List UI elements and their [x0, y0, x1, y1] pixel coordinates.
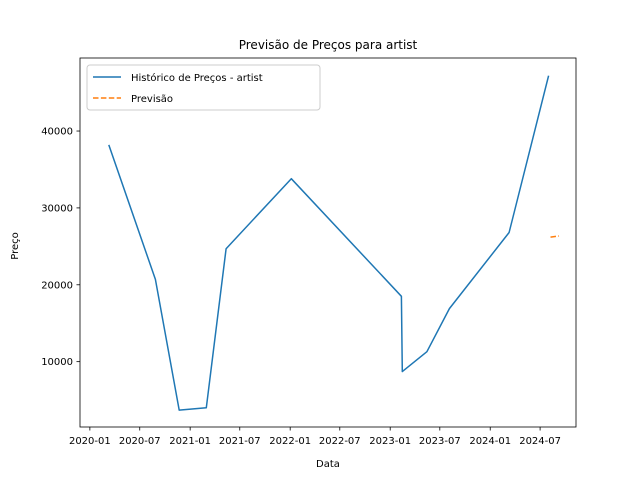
x-tick-label: 2020-01 [69, 436, 111, 447]
y-tick-label: 40000 [41, 127, 73, 138]
legend-label-history: Histórico de Preços - artist [131, 72, 263, 84]
series-line-1 [550, 235, 560, 238]
y-tick-label: 20000 [41, 280, 73, 291]
legend: Histórico de Preços - artist Previsão [86, 64, 321, 111]
x-tick-label: 2023-01 [369, 436, 411, 447]
x-tick-label: 2023-07 [419, 436, 461, 447]
x-tick-label: 2022-07 [319, 436, 361, 447]
x-tick-label: 2024-07 [519, 436, 561, 447]
legend-box [86, 64, 321, 111]
x-tick-label: 2020-07 [119, 436, 161, 447]
x-tick-label: 2021-01 [169, 436, 211, 447]
y-tick-label: 10000 [41, 357, 73, 368]
plot-frame [79, 57, 577, 428]
plot-lines [108, 75, 560, 411]
x-axis-ticks: 2020-01 2020-07 2021-01 2021-07 2022-01 2022-… [69, 427, 561, 447]
x-tick-label: 2022-01 [269, 436, 311, 447]
y-axis-ticks: 10000 20000 30000 40000 [41, 127, 80, 368]
series-line-0 [108, 75, 550, 411]
y-axis-label: Preço [10, 232, 21, 260]
chart-title: Previsão de Preços para artist [239, 38, 418, 52]
x-axis-label: Data [316, 459, 340, 470]
y-tick-label: 30000 [41, 203, 73, 214]
x-tick-label: 2021-07 [219, 436, 261, 447]
x-tick-label: 2024-01 [469, 436, 511, 447]
legend-label-forecast: Previsão [131, 94, 173, 105]
